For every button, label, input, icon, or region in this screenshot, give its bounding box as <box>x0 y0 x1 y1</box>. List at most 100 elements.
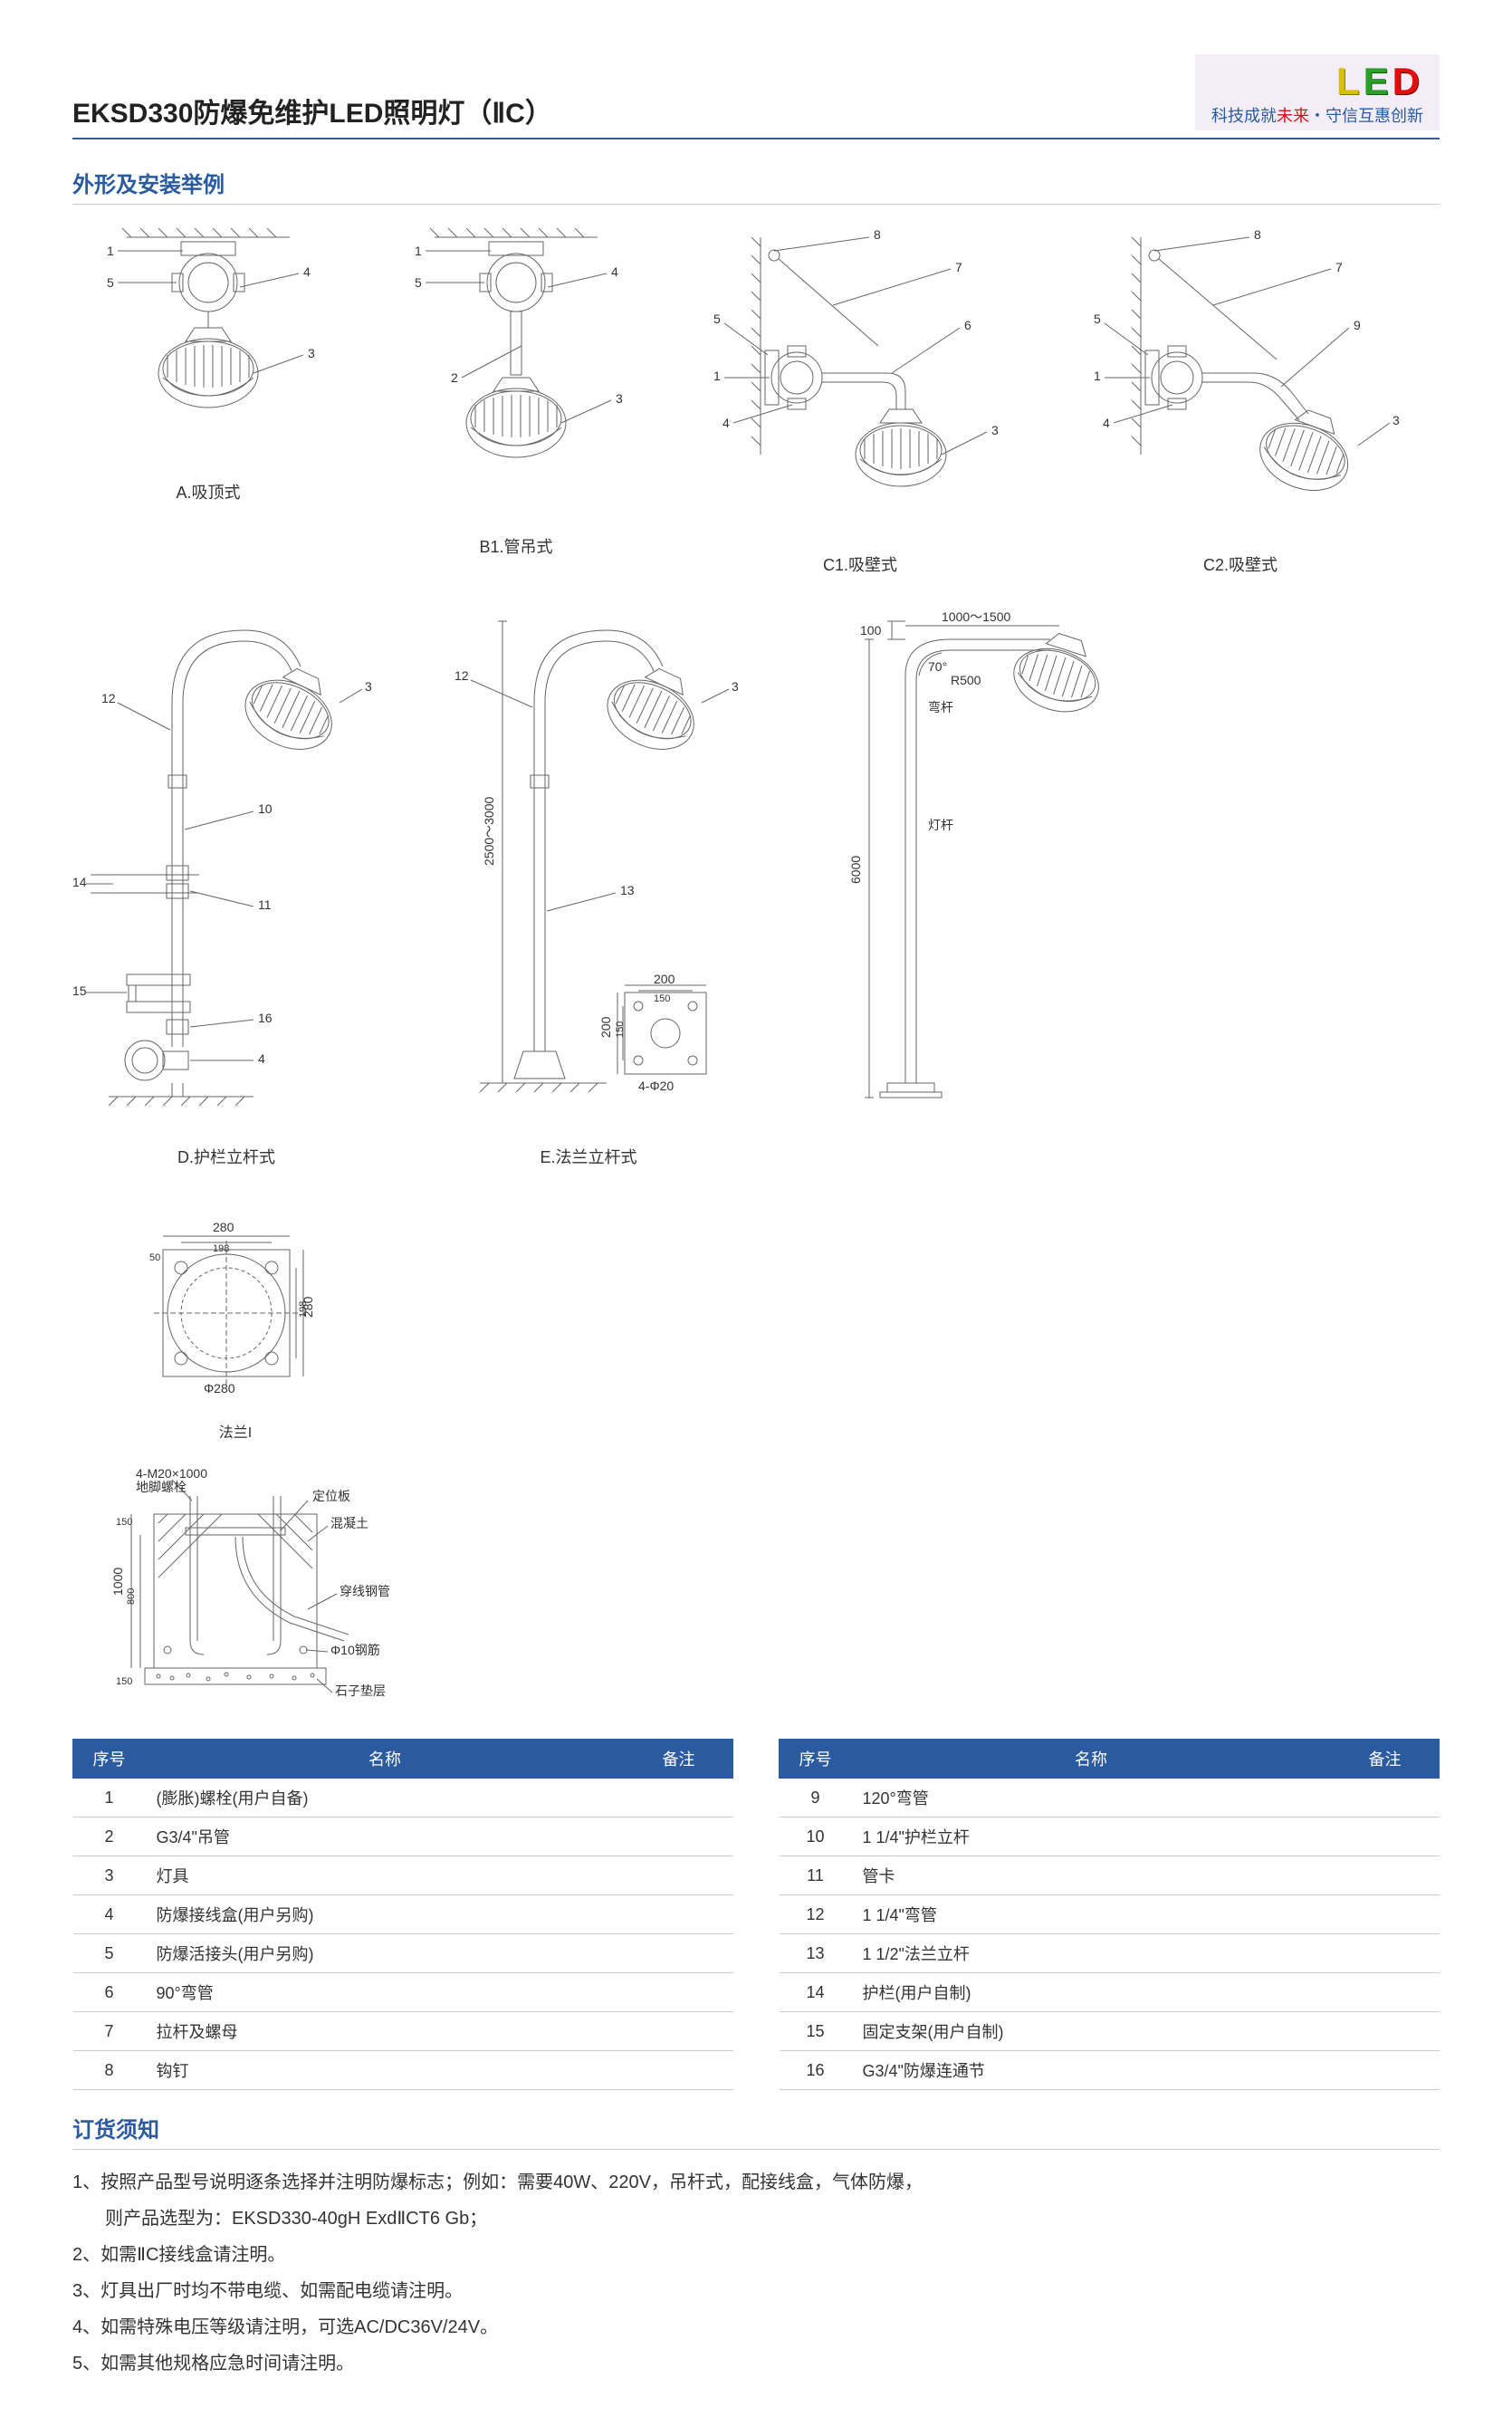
diagram-d-svg: 12 3 10 14 11 15 16 4 <box>72 594 380 1137</box>
cell-note <box>1331 1973 1440 2012</box>
dim: 198 <box>213 1243 229 1254</box>
dim: 70° <box>928 659 947 674</box>
callout: 3 <box>1392 413 1400 427</box>
cell-num: 11 <box>780 1856 852 1895</box>
callout: 5 <box>713 312 721 326</box>
table-row: 2G3/4"吊管 <box>73 1817 733 1856</box>
diagram-label: B1.管吊式 <box>380 534 652 558</box>
cell-name: (膨胀)螺栓(用户自备) <box>146 1779 625 1817</box>
diagram-a-svg: 1 5 4 3 <box>72 219 344 473</box>
dim: 100 <box>860 623 882 638</box>
cell-note <box>1331 1895 1440 1934</box>
cell-note <box>625 1856 733 1895</box>
callout: 4 <box>1103 416 1110 430</box>
diagram-label: C1.吸壁式 <box>688 552 1032 576</box>
cell-name: 防爆接线盒(用户另购) <box>146 1895 625 1934</box>
cell-note <box>1331 1856 1440 1895</box>
cell-name: 1 1/4"护栏立杆 <box>852 1817 1331 1856</box>
diagram-side: 280 198 280 198 50 Φ280 法兰I <box>72 1195 398 1721</box>
callout: 12 <box>455 668 469 683</box>
callout: 7 <box>1335 260 1343 274</box>
cell-num: 9 <box>780 1779 852 1817</box>
logo-e: E <box>1364 60 1392 102</box>
dim: 280 <box>213 1220 234 1234</box>
dim: 150 <box>116 1517 132 1528</box>
label: 弯杆 <box>928 700 953 714</box>
callout: 5 <box>107 275 114 290</box>
cell-num: 15 <box>780 2012 852 2051</box>
dim: 1000 <box>110 1568 125 1596</box>
dim: 198 <box>298 1301 309 1318</box>
cell-name: 灯具 <box>146 1856 625 1895</box>
cell-name: G3/4"防爆连通节 <box>852 2051 1331 2090</box>
diagram-c2-svg: 8 7 5 9 1 4 3 <box>1068 219 1412 545</box>
cell-name: 120°弯管 <box>852 1779 1331 1817</box>
logo-block: LED 科技成就未来・守信互惠创新 <box>1195 54 1440 130</box>
cell-num: 3 <box>73 1856 146 1895</box>
diagram-c2: 8 7 5 9 1 4 3 C2.吸壁式 <box>1068 219 1412 576</box>
order-item: 4、如需特殊电压等级请注明，可选AC/DC36V/24V。 <box>72 2309 1440 2345</box>
label: 穿线钢管 <box>340 1584 389 1598</box>
cell-name: 90°弯管 <box>146 1973 625 2012</box>
table-row: 4防爆接线盒(用户另购) <box>73 1895 733 1934</box>
table-row: 11管卡 <box>780 1856 1440 1895</box>
dim: 6000 <box>848 856 863 884</box>
label: 地脚螺栓 <box>136 1480 187 1494</box>
callout: 13 <box>620 883 635 897</box>
tables-row: 序号 名称 备注 1(膨胀)螺栓(用户自备)2G3/4"吊管3灯具4防爆接线盒(… <box>72 1739 1440 2090</box>
table-row: 3灯具 <box>73 1856 733 1895</box>
table-row: 1(膨胀)螺栓(用户自备) <box>73 1779 733 1817</box>
cell-num: 16 <box>780 2051 852 2090</box>
dim: 4-Φ20 <box>638 1079 674 1093</box>
diagram-pole-svg: 100 1000～1500 70° R500 弯杆 灯杆 6000 <box>797 594 1159 1137</box>
label: 4-M20×1000 <box>136 1466 207 1481</box>
table-right-wrap: 序号 名称 备注 9120°弯管101 1/4"护栏立杆11管卡121 1/4"… <box>779 1739 1440 2090</box>
table-row: 121 1/4"弯管 <box>780 1895 1440 1934</box>
cell-note <box>1331 1934 1440 1973</box>
cell-num: 2 <box>73 1817 146 1856</box>
cell-note <box>625 1973 733 2012</box>
table-row: 8钩钉 <box>73 2051 733 2090</box>
cell-name: 防爆活接头(用户另购) <box>146 1934 625 1973</box>
table-row: 9120°弯管 <box>780 1779 1440 1817</box>
table-row: 131 1/2"法兰立杆 <box>780 1934 1440 1973</box>
dim: 800 <box>126 1588 137 1605</box>
slogan-post: ・守信互惠创新 <box>1309 107 1423 125</box>
label: 定位板 <box>312 1489 350 1503</box>
callout: 3 <box>616 391 623 406</box>
table-row: 690°弯管 <box>73 1973 733 2012</box>
cell-note <box>1331 1779 1440 1817</box>
dim: Φ280 <box>204 1381 235 1395</box>
dim: 150 <box>116 1676 132 1687</box>
table-row: 5防爆活接头(用户另购) <box>73 1934 733 1973</box>
section-order-title: 订货须知 <box>72 2112 1440 2150</box>
page-title: EKSD330防爆免维护LED照明灯（ⅡC） <box>72 91 552 130</box>
callout: 7 <box>955 260 962 274</box>
callout: 6 <box>964 318 971 332</box>
diagrams-bottom-row: 12 3 10 14 11 15 16 4 D.护栏立杆式 <box>72 594 1440 1721</box>
slogan: 科技成就未来・守信互惠创新 <box>1211 103 1423 127</box>
diagram-e: 2500～3000 12 3 13 200 150 200 150 4-Φ20 … <box>416 594 761 1168</box>
cell-num: 10 <box>780 1817 852 1856</box>
dim: 150 <box>654 993 670 1004</box>
label: 石子垫层 <box>335 1683 386 1698</box>
order-item: 1、按照产品型号说明逐条选择并注明防爆标志；例如：需要40W、220V，吊杆式，… <box>72 2164 1440 2201</box>
callout: 11 <box>258 897 272 912</box>
th: 名称 <box>852 1740 1331 1779</box>
order-item: 5、如需其他规格应急时间请注明。 <box>72 2345 1440 2382</box>
flange-label: 法兰I <box>72 1420 398 1442</box>
callout: 4 <box>303 264 311 279</box>
cell-num: 1 <box>73 1779 146 1817</box>
callout: 4 <box>723 416 730 430</box>
cell-note <box>1331 1817 1440 1856</box>
dim: R500 <box>951 673 981 687</box>
foundation-svg: 4-M20×1000 地脚螺栓 定位板 混凝土 穿线钢管 Φ10钢筋 石子垫层 … <box>81 1460 389 1713</box>
logo-d: D <box>1392 60 1423 102</box>
section-shape-title: 外形及安装举例 <box>72 167 1440 205</box>
cell-note <box>1331 2012 1440 2051</box>
callout: 3 <box>732 679 739 694</box>
cell-name: 管卡 <box>852 1856 1331 1895</box>
cell-num: 5 <box>73 1934 146 1973</box>
order-item: 2、如需ⅡC接线盒请注明。 <box>72 2237 1440 2273</box>
table-left-wrap: 序号 名称 备注 1(膨胀)螺栓(用户自备)2G3/4"吊管3灯具4防爆接线盒(… <box>72 1739 733 2090</box>
